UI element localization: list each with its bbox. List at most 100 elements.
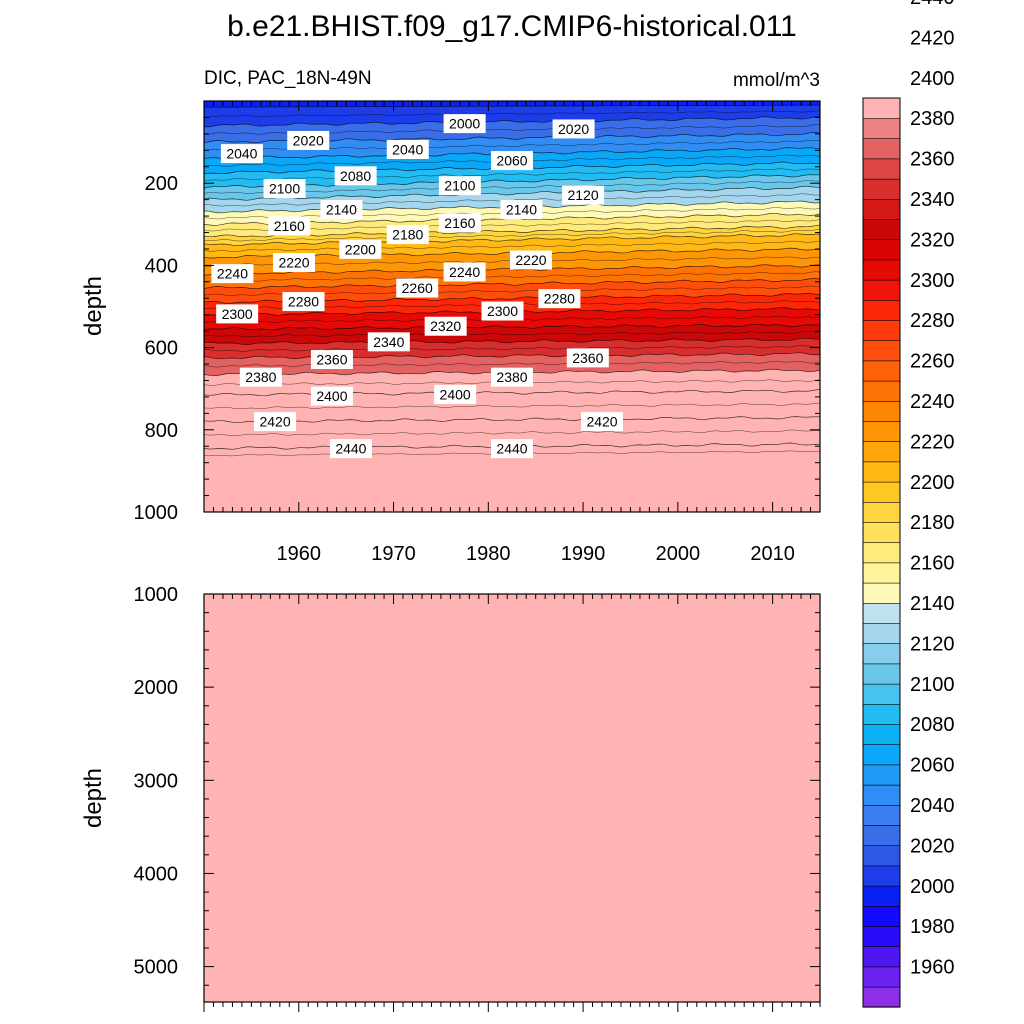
- svg-text:2100: 2100: [444, 178, 475, 194]
- colorbar-tick-label: 2220: [910, 431, 955, 453]
- upper-panel: 2000 2020 2020 2040 2040 2060 2080 2100 2100 2120…: [80, 100, 821, 565]
- colorbar-tick-label: 2300: [910, 270, 955, 292]
- contour-line: [204, 361, 820, 368]
- lower-y-axis-label: depth: [80, 768, 107, 828]
- svg-text:2180: 2180: [392, 227, 423, 243]
- colorbar-swatch: [862, 239, 901, 261]
- colorbar-swatch: [862, 178, 901, 200]
- colorbar-swatch: [862, 744, 901, 766]
- svg-text:2040: 2040: [392, 141, 423, 157]
- contour-line: [204, 233, 820, 247]
- svg-text:2260: 2260: [402, 280, 433, 296]
- colorbar-swatch: [862, 764, 901, 786]
- x-tick-label: 1980: [466, 543, 511, 565]
- colorbar-tick-label: 2280: [910, 310, 955, 332]
- colorbar-frame: [862, 97, 901, 1008]
- contour-line: [204, 180, 820, 194]
- upper-y-axis-label: depth: [80, 276, 107, 336]
- contour-line: [204, 116, 820, 128]
- contour-label: 2080: [334, 166, 377, 186]
- contour-label: 2060: [491, 151, 533, 171]
- svg-text:2340: 2340: [373, 334, 404, 350]
- contour-label: 2240: [443, 262, 486, 282]
- svg-text:2280: 2280: [544, 291, 575, 307]
- contour-line: [204, 331, 820, 338]
- contour-line: [204, 402, 820, 409]
- contour-line: [204, 185, 820, 201]
- contour-label: 2360: [310, 350, 353, 370]
- y-tick-label: 200: [145, 173, 178, 195]
- contour-label: 2420: [581, 412, 624, 432]
- colorbar-swatch: [862, 885, 901, 907]
- contour-label: 2280: [282, 292, 325, 312]
- svg-text:2020: 2020: [558, 121, 589, 137]
- contour-line: [204, 337, 820, 346]
- svg-text:2280: 2280: [288, 294, 319, 310]
- svg-text:2380: 2380: [245, 369, 276, 385]
- colorbar-tick-label: 2240: [910, 391, 955, 413]
- contour-label: 2340: [367, 332, 410, 352]
- colorbar-swatch: [862, 946, 901, 968]
- svg-text:2100: 2100: [269, 181, 300, 197]
- colorbar-swatch: [862, 400, 901, 422]
- y-tick-label: 600: [145, 338, 178, 360]
- contour-label: 2220: [509, 250, 552, 270]
- contour-label: 2100: [263, 179, 306, 199]
- x-tick-label: 1990: [561, 543, 606, 565]
- svg-text:2160: 2160: [444, 215, 475, 231]
- colorbar-tick-label: 2200: [910, 472, 955, 494]
- svg-text:2440: 2440: [496, 441, 527, 457]
- contour-line: [204, 323, 820, 331]
- svg-text:2300: 2300: [222, 306, 253, 322]
- contour-label: 2040: [386, 139, 429, 159]
- contour-label: 2300: [481, 301, 524, 321]
- y-tick-label: 2000: [134, 677, 179, 699]
- colorbar-swatch: [862, 299, 901, 321]
- svg-text:2080: 2080: [340, 168, 371, 184]
- svg-text:2240: 2240: [449, 264, 480, 280]
- lower-plot-frame: [203, 593, 821, 1003]
- contour-label: 2300: [216, 304, 259, 324]
- svg-text:2320: 2320: [430, 318, 461, 334]
- colorbar-swatch: [862, 784, 901, 806]
- colorbar-tick-label: 2060: [910, 755, 955, 777]
- upper-ticks: [203, 100, 821, 513]
- contour-line: [204, 388, 820, 397]
- colorbar-swatch: [862, 865, 901, 887]
- svg-text:2200: 2200: [345, 241, 376, 257]
- colorbar-swatch: [862, 360, 901, 382]
- contour-label: 2020: [287, 130, 330, 150]
- colorbar-swatch: [862, 562, 901, 584]
- colorbar-swatch: [862, 158, 901, 180]
- svg-text:2160: 2160: [274, 218, 305, 234]
- colorbar-tick-label: 2420: [910, 27, 955, 49]
- colorbar-swatch: [862, 966, 901, 988]
- colorbar-swatch: [862, 663, 901, 685]
- colorbar-swatch: [862, 824, 901, 847]
- colorbar-tick-label: 2160: [910, 553, 955, 575]
- colorbar-swatch: [862, 683, 901, 705]
- contour-label: 2440: [491, 439, 533, 459]
- contour-line: [204, 416, 820, 424]
- contour-label: 2140: [320, 200, 363, 220]
- colorbar-tick-label: 2360: [910, 149, 955, 171]
- colorbar-tick-label: 2440: [910, 0, 955, 9]
- colorbar-swatch: [862, 481, 901, 503]
- contour-label: 2220: [273, 253, 316, 273]
- lower-panel: 1000 2000 3000 4000 5000 depth: [80, 584, 821, 1012]
- svg-text:2400: 2400: [316, 388, 347, 404]
- contour-label: 2380: [491, 367, 533, 387]
- contour-line: [204, 429, 820, 437]
- colorbar-tick-label: 2040: [910, 795, 955, 817]
- contour-line: [204, 168, 820, 182]
- contour-label: 2120: [562, 185, 605, 205]
- colorbar-tick-label: 2400: [910, 68, 955, 90]
- colorbar-swatch: [862, 925, 901, 948]
- contour-line: [204, 174, 820, 189]
- colorbar-swatch: [862, 461, 901, 483]
- contour-label: 2160: [438, 213, 481, 233]
- contour-label: 2260: [396, 278, 439, 298]
- contour-line: [204, 345, 820, 352]
- colorbar-swatch: [862, 986, 901, 1008]
